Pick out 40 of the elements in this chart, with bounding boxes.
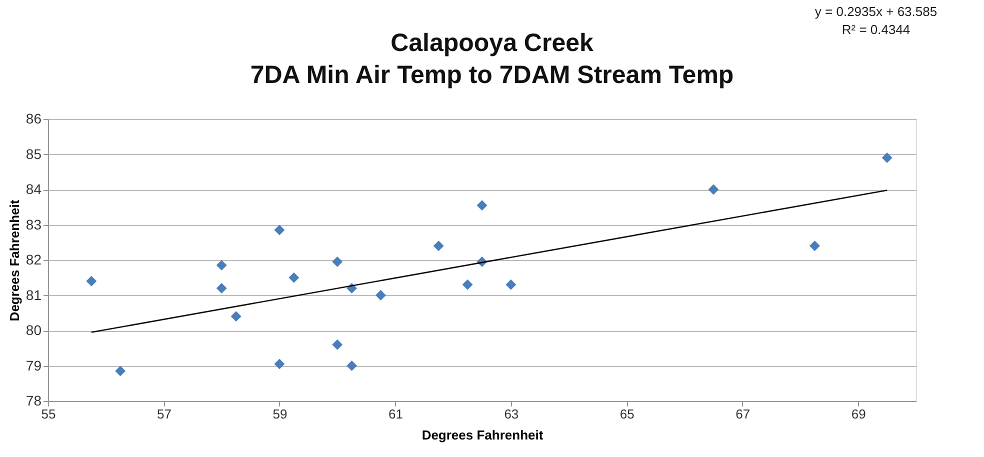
point — [216, 260, 227, 271]
y-tick-label: 85 — [26, 146, 42, 162]
x-tick-label: 61 — [388, 406, 403, 422]
point — [332, 256, 343, 268]
point — [230, 311, 242, 322]
y-axis-title: Degrees Fahrenheit — [6, 199, 22, 322]
x-tick-label: 59 — [272, 406, 288, 422]
point — [332, 339, 343, 350]
point — [346, 360, 358, 371]
point — [288, 272, 300, 283]
point — [882, 152, 892, 164]
y-tick-label: 80 — [26, 322, 42, 338]
point — [476, 200, 488, 211]
point — [708, 184, 719, 195]
point — [274, 358, 285, 370]
text: y = 0.2935x + 63.585 R² = 0.4344 — [814, 4, 938, 37]
point — [506, 279, 516, 290]
point — [86, 276, 97, 286]
y-tick-label: 86 — [26, 110, 42, 126]
x-tick-label: 63 — [504, 406, 519, 422]
y-tick-label: 78 — [26, 392, 42, 408]
point — [809, 240, 820, 252]
y-tick-label: 82 — [26, 252, 42, 268]
x-tick-label: 57 — [157, 406, 172, 422]
y-tick-label: 83 — [26, 216, 42, 232]
y-tick-label: 79 — [26, 357, 42, 374]
point — [216, 282, 227, 294]
x-tick-label: 55 — [41, 406, 56, 422]
x-axis-title: Degrees Fahrenheit — [422, 428, 544, 442]
point — [375, 290, 386, 300]
point — [115, 366, 126, 376]
point — [274, 224, 285, 236]
y-tick-label: 81 — [26, 286, 42, 303]
point — [433, 240, 444, 252]
y-tick-label: 84 — [26, 181, 42, 197]
x-tick-label: 67 — [736, 406, 750, 422]
chart-title: Calapooya Creek 7DA Min Air Temp to 7DAM Stream Temp — [250, 29, 734, 89]
x-tick-label: 69 — [851, 406, 866, 422]
x-tick-label: 65 — [620, 406, 634, 422]
point — [462, 279, 473, 290]
